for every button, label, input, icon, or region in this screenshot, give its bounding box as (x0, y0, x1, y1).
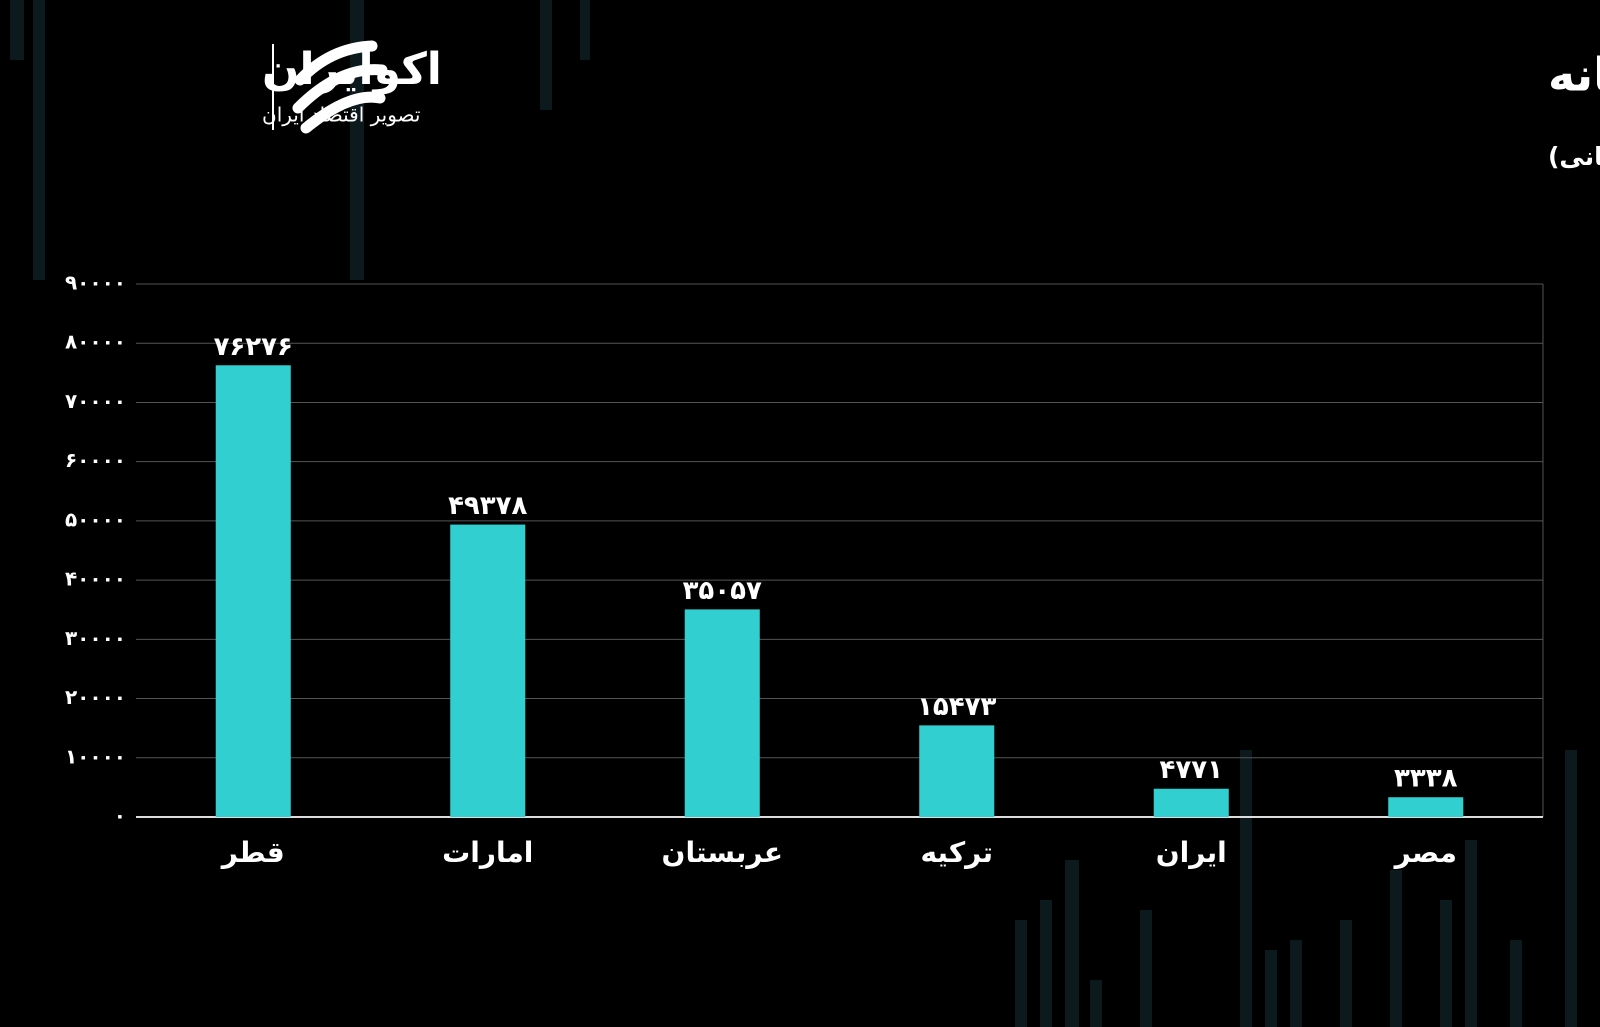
bar (684, 609, 760, 817)
y-tick-label: ۸۰۰۰۰ (65, 330, 126, 354)
y-tick-label: ۱۰۰۰۰ (65, 744, 126, 768)
bar (215, 365, 291, 817)
value-label: ۴۹۳۷۸ (448, 491, 527, 521)
y-tick-label: ۶۰۰۰۰ (65, 448, 126, 472)
y-tick-label: ۰ (114, 804, 126, 828)
value-label: ۴۷۷۱ (1160, 755, 1223, 785)
background-decoration (10, 0, 1577, 1027)
logo-icon (292, 40, 388, 134)
value-label: ۱۵۴۷۳ (917, 692, 996, 722)
y-tick-label: ۲۰۰۰۰ (65, 685, 126, 709)
x-tick-label: مصر (1393, 836, 1457, 869)
x-tick-label: امارات (442, 836, 533, 869)
brand-name: اکوایران (262, 44, 442, 95)
y-tick-label: ۷۰۰۰۰ (65, 389, 126, 413)
y-tick-label: ۳۰۰۰۰ (65, 626, 126, 650)
x-tick-label: ترکیه (920, 836, 993, 869)
chart-title: GDP سرانه کشورهای منطقه خاورمیانه (1548, 48, 1600, 102)
bar (1388, 797, 1464, 817)
brand-tagline: تصویر اقتصاد ایران (262, 103, 420, 127)
bar (919, 725, 995, 817)
bar (450, 524, 526, 817)
y-tick-label: ۴۰۰۰۰ (65, 567, 126, 591)
value-label: ۳۵۰۵۷ (683, 576, 762, 606)
y-tick-label: ۵۰۰۰۰ (65, 507, 126, 531)
x-tick-label: قطر (220, 836, 285, 869)
chart-subtitle: (واحد: دلار- منبع: بانک جهانی) (1548, 142, 1600, 172)
bar (1153, 788, 1229, 817)
value-label: ۷۶۲۷۶ (214, 332, 293, 362)
x-tick-label: عربستان (662, 836, 783, 869)
y-tick-label: ۹۰۰۰۰ (65, 271, 126, 295)
value-label: ۳۳۳۸ (1394, 764, 1458, 794)
x-tick-label: ایران (1156, 836, 1227, 869)
